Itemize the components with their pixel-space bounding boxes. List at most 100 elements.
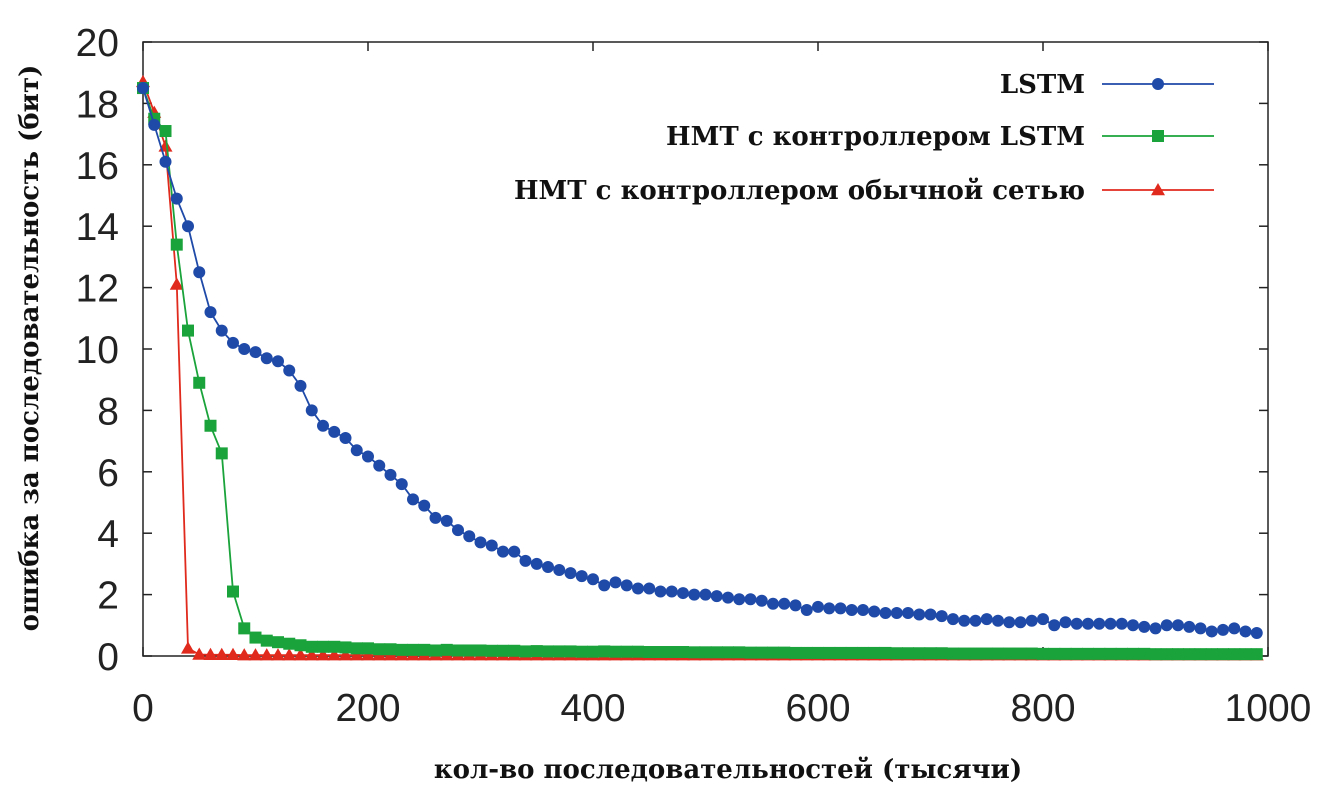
data-point xyxy=(316,648,330,661)
data-point xyxy=(778,646,791,659)
data-point xyxy=(530,557,543,570)
data-point xyxy=(800,646,813,659)
y-tick-label: 20 xyxy=(76,22,119,65)
data-point xyxy=(812,646,824,659)
data-point xyxy=(1082,617,1094,630)
x-axis-title: кол-во последовательностей (тысячи) xyxy=(434,755,1022,785)
data-point xyxy=(1082,647,1094,660)
data-point xyxy=(181,641,195,654)
data-point xyxy=(294,379,307,392)
data-point xyxy=(508,545,521,558)
data-point xyxy=(215,447,228,460)
data-point xyxy=(350,444,363,457)
data-point xyxy=(170,238,183,251)
data-point xyxy=(1127,619,1139,632)
data-point xyxy=(789,599,802,612)
data-point xyxy=(203,647,218,661)
data-point xyxy=(440,643,453,656)
y-tick-label: 14 xyxy=(76,206,119,249)
data-point xyxy=(677,587,689,600)
data-point xyxy=(260,634,273,647)
data-point xyxy=(564,645,577,658)
data-point xyxy=(1138,647,1151,660)
data-point xyxy=(890,607,903,620)
y-tick-label: 8 xyxy=(97,390,119,433)
data-point xyxy=(1160,648,1173,661)
data-point xyxy=(1183,648,1196,661)
data-point xyxy=(530,645,543,658)
y-tick-label: 0 xyxy=(97,636,119,679)
data-point xyxy=(542,560,554,573)
y-tick-label: 16 xyxy=(76,145,119,188)
data-point xyxy=(890,647,903,660)
data-point xyxy=(958,614,971,627)
data-point xyxy=(1037,647,1049,660)
data-point xyxy=(587,645,599,658)
x-tick-label: 600 xyxy=(785,687,850,730)
data-point xyxy=(845,646,858,659)
data-point xyxy=(1138,620,1151,633)
data-point xyxy=(227,336,239,349)
data-point xyxy=(969,614,982,627)
data-point xyxy=(339,641,352,654)
data-point xyxy=(710,646,723,659)
data-point xyxy=(1115,647,1128,660)
data-point xyxy=(1205,648,1218,661)
data-point xyxy=(1228,648,1241,661)
data-point xyxy=(305,640,318,653)
series-layer xyxy=(136,74,1264,661)
data-point xyxy=(249,346,262,359)
data-point xyxy=(1025,614,1038,627)
data-point xyxy=(305,404,318,417)
data-point xyxy=(260,352,273,365)
data-point xyxy=(587,573,599,586)
data-point xyxy=(609,576,622,589)
data-point xyxy=(407,493,419,506)
data-point xyxy=(913,647,926,660)
data-point xyxy=(823,646,836,659)
data-point xyxy=(193,266,206,279)
data-point xyxy=(519,554,532,567)
data-point xyxy=(564,567,577,580)
data-point xyxy=(418,643,431,656)
data-point xyxy=(1059,647,1072,660)
data-point xyxy=(350,642,363,655)
data-point xyxy=(193,376,206,389)
data-point xyxy=(338,648,353,661)
data-point xyxy=(1194,648,1207,661)
data-point xyxy=(429,644,442,657)
legend-label: НМТ с контроллером LSTM xyxy=(666,122,1085,152)
data-point xyxy=(620,645,633,658)
data-point xyxy=(744,646,757,659)
data-point xyxy=(362,642,374,655)
data-point xyxy=(182,220,194,233)
data-point xyxy=(452,524,464,537)
data-point xyxy=(238,343,251,355)
data-point xyxy=(452,644,464,657)
legend-marker xyxy=(1152,78,1164,90)
data-point xyxy=(755,594,768,607)
data-point xyxy=(1048,619,1061,632)
data-point xyxy=(1070,647,1083,660)
data-point xyxy=(778,597,791,610)
data-point xyxy=(935,647,948,660)
data-point xyxy=(632,582,644,595)
data-point xyxy=(204,306,217,319)
y-tick-label: 10 xyxy=(76,329,119,372)
data-point xyxy=(620,579,633,592)
data-point xyxy=(1239,648,1252,661)
y-axis-title: ошибка за последовательность (бит) xyxy=(15,65,45,632)
data-point xyxy=(259,648,274,661)
data-point xyxy=(947,647,959,660)
data-point xyxy=(767,646,779,659)
data-point xyxy=(834,646,847,659)
data-point xyxy=(1194,622,1207,635)
data-point xyxy=(1025,647,1038,660)
data-point xyxy=(463,530,476,543)
legend-label: НМТ с контроллером обычной сетью xyxy=(514,176,1085,206)
data-point xyxy=(744,593,757,606)
data-point xyxy=(1149,648,1162,661)
data-point xyxy=(609,645,622,658)
data-point xyxy=(1239,625,1252,638)
